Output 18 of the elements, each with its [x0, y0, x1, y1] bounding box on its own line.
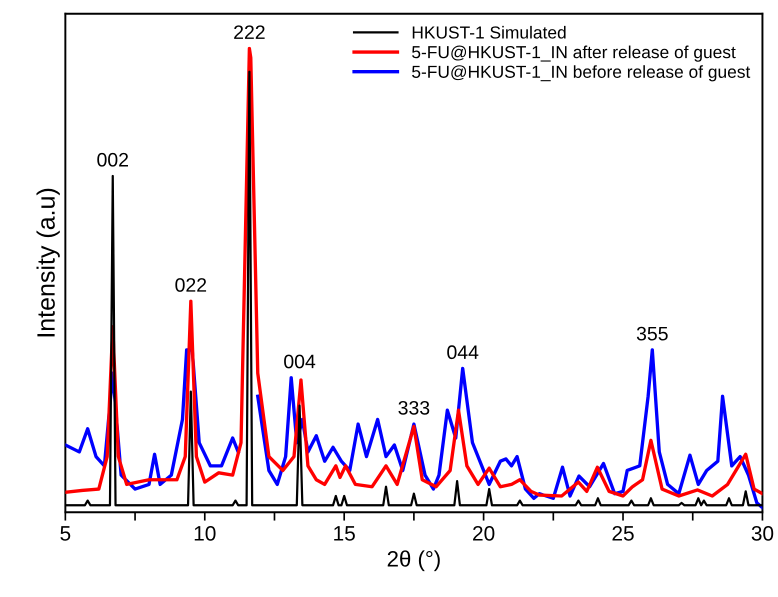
y-axis-title: Intensity (a.u) — [36, 188, 60, 336]
legend-label: 5-FU@HKUST-1_IN after release of guest — [412, 46, 736, 62]
annotation: 004 — [284, 354, 316, 368]
annotation: 002 — [97, 152, 128, 167]
annotation: 355 — [636, 326, 668, 341]
annotation: 022 — [175, 278, 206, 292]
x-tick-label: 25 — [612, 526, 634, 541]
x-axis-title: 2θ (°) — [388, 550, 440, 572]
legend-label: HKUST-1 Simulated — [412, 26, 566, 39]
annotation: 044 — [447, 345, 478, 360]
annotation: 333 — [398, 400, 430, 415]
x-tick-label: 20 — [473, 526, 494, 541]
legend-label: 5-FU@HKUST-1_IN before release of guest — [412, 65, 750, 82]
x-tick-label: 30 — [752, 526, 774, 541]
x-tick-label: 10 — [194, 526, 216, 541]
annotation: 222 — [234, 25, 265, 39]
x-tick-label: 15 — [334, 526, 355, 541]
x-tick-label: 5 — [60, 526, 70, 541]
